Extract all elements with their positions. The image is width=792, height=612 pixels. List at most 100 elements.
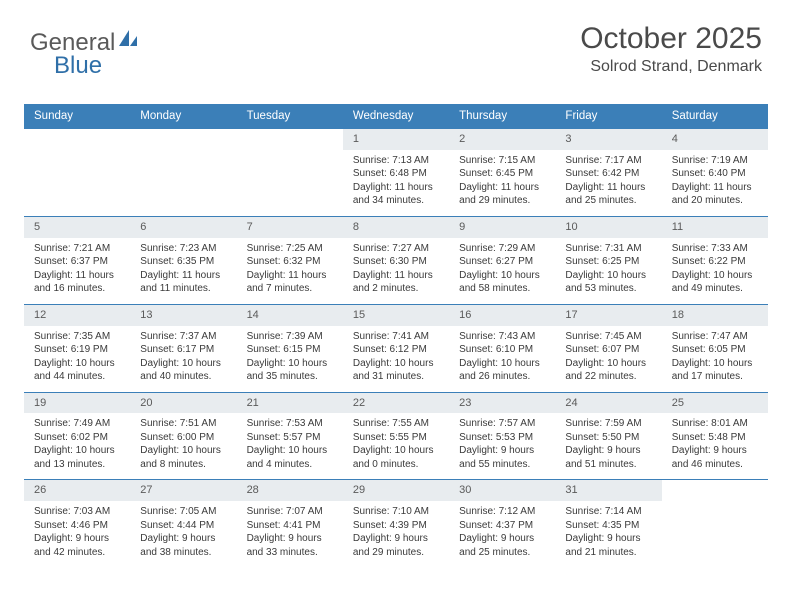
day-body: Sunrise: 7:15 AMSunset: 6:45 PMDaylight:… (449, 150, 555, 216)
sunset-line: Sunset: 4:37 PM (459, 519, 545, 533)
daylight-line-1: Daylight: 10 hours (672, 357, 758, 371)
daylight-line-2: and 2 minutes. (353, 282, 439, 296)
day-body: Sunrise: 7:59 AMSunset: 5:50 PMDaylight:… (555, 413, 661, 479)
daylight-line-1: Daylight: 9 hours (565, 444, 651, 458)
sunrise-line: Sunrise: 7:10 AM (353, 505, 439, 519)
daylight-line-1: Daylight: 11 hours (565, 181, 651, 195)
sunrise-line: Sunrise: 7:07 AM (247, 505, 333, 519)
daylight-line-2: and 34 minutes. (353, 194, 439, 208)
daylight-line-2: and 0 minutes. (353, 458, 439, 472)
sunrise-line: Sunrise: 7:23 AM (140, 242, 226, 256)
day-body (237, 150, 343, 200)
sunrise-line: Sunrise: 7:39 AM (247, 330, 333, 344)
daylight-line-2: and 49 minutes. (672, 282, 758, 296)
day-header-cell: Saturday (662, 104, 768, 128)
sunset-line: Sunset: 5:50 PM (565, 431, 651, 445)
day-number: 15 (343, 304, 449, 326)
sunrise-line: Sunrise: 7:29 AM (459, 242, 545, 256)
daylight-line-2: and 33 minutes. (247, 546, 333, 560)
daylight-line-1: Daylight: 10 hours (140, 357, 226, 371)
daylight-line-2: and 44 minutes. (34, 370, 120, 384)
daylight-line-2: and 40 minutes. (140, 370, 226, 384)
sunset-line: Sunset: 6:45 PM (459, 167, 545, 181)
day-number: 2 (449, 128, 555, 150)
day-cell: 18Sunrise: 7:47 AMSunset: 6:05 PMDayligh… (662, 304, 768, 392)
day-number (130, 128, 236, 150)
day-cell: 6Sunrise: 7:23 AMSunset: 6:35 PMDaylight… (130, 216, 236, 304)
day-body: Sunrise: 7:49 AMSunset: 6:02 PMDaylight:… (24, 413, 130, 479)
empty-cell (130, 128, 236, 216)
day-number (237, 128, 343, 150)
day-body: Sunrise: 7:55 AMSunset: 5:55 PMDaylight:… (343, 413, 449, 479)
sunrise-line: Sunrise: 7:13 AM (353, 154, 439, 168)
day-body: Sunrise: 7:35 AMSunset: 6:19 PMDaylight:… (24, 326, 130, 392)
day-body: Sunrise: 7:10 AMSunset: 4:39 PMDaylight:… (343, 501, 449, 567)
daylight-line-1: Daylight: 9 hours (34, 532, 120, 546)
sunset-line: Sunset: 6:35 PM (140, 255, 226, 269)
daylight-line-2: and 4 minutes. (247, 458, 333, 472)
day-number: 19 (24, 392, 130, 414)
daylight-line-2: and 58 minutes. (459, 282, 545, 296)
sunrise-line: Sunrise: 7:53 AM (247, 417, 333, 431)
day-body: Sunrise: 7:45 AMSunset: 6:07 PMDaylight:… (555, 326, 661, 392)
day-body: Sunrise: 7:39 AMSunset: 6:15 PMDaylight:… (237, 326, 343, 392)
sunset-line: Sunset: 6:48 PM (353, 167, 439, 181)
day-number: 25 (662, 392, 768, 414)
day-body (130, 150, 236, 200)
sunrise-line: Sunrise: 7:51 AM (140, 417, 226, 431)
daylight-line-1: Daylight: 10 hours (34, 444, 120, 458)
daylight-line-1: Daylight: 11 hours (459, 181, 545, 195)
daylight-line-2: and 35 minutes. (247, 370, 333, 384)
week-row: 5Sunrise: 7:21 AMSunset: 6:37 PMDaylight… (24, 216, 768, 304)
daylight-line-1: Daylight: 10 hours (353, 444, 439, 458)
daylight-line-1: Daylight: 9 hours (459, 532, 545, 546)
sunrise-line: Sunrise: 7:37 AM (140, 330, 226, 344)
sunrise-line: Sunrise: 7:31 AM (565, 242, 651, 256)
daylight-line-2: and 29 minutes. (459, 194, 545, 208)
day-body: Sunrise: 7:51 AMSunset: 6:00 PMDaylight:… (130, 413, 236, 479)
daylight-line-2: and 13 minutes. (34, 458, 120, 472)
sunset-line: Sunset: 4:41 PM (247, 519, 333, 533)
day-body: Sunrise: 7:27 AMSunset: 6:30 PMDaylight:… (343, 238, 449, 304)
daylight-line-2: and 46 minutes. (672, 458, 758, 472)
day-body: Sunrise: 7:43 AMSunset: 6:10 PMDaylight:… (449, 326, 555, 392)
day-cell: 21Sunrise: 7:53 AMSunset: 5:57 PMDayligh… (237, 392, 343, 480)
day-cell: 11Sunrise: 7:33 AMSunset: 6:22 PMDayligh… (662, 216, 768, 304)
day-number (662, 479, 768, 501)
day-cell: 4Sunrise: 7:19 AMSunset: 6:40 PMDaylight… (662, 128, 768, 216)
sunrise-line: Sunrise: 7:05 AM (140, 505, 226, 519)
daylight-line-2: and 25 minutes. (459, 546, 545, 560)
day-body: Sunrise: 7:07 AMSunset: 4:41 PMDaylight:… (237, 501, 343, 567)
daylight-line-1: Daylight: 11 hours (353, 269, 439, 283)
sunrise-line: Sunrise: 8:01 AM (672, 417, 758, 431)
sunset-line: Sunset: 5:57 PM (247, 431, 333, 445)
day-header-cell: Sunday (24, 104, 130, 128)
sunrise-line: Sunrise: 7:55 AM (353, 417, 439, 431)
day-header-cell: Tuesday (237, 104, 343, 128)
daylight-line-1: Daylight: 10 hours (247, 444, 333, 458)
sunset-line: Sunset: 6:42 PM (565, 167, 651, 181)
daylight-line-1: Daylight: 10 hours (247, 357, 333, 371)
day-number: 11 (662, 216, 768, 238)
daylight-line-2: and 55 minutes. (459, 458, 545, 472)
day-cell: 27Sunrise: 7:05 AMSunset: 4:44 PMDayligh… (130, 479, 236, 567)
day-cell: 30Sunrise: 7:12 AMSunset: 4:37 PMDayligh… (449, 479, 555, 567)
sunrise-line: Sunrise: 7:47 AM (672, 330, 758, 344)
sunrise-line: Sunrise: 7:49 AM (34, 417, 120, 431)
week-row: 1Sunrise: 7:13 AMSunset: 6:48 PMDaylight… (24, 128, 768, 216)
day-body: Sunrise: 8:01 AMSunset: 5:48 PMDaylight:… (662, 413, 768, 479)
daylight-line-1: Daylight: 10 hours (459, 269, 545, 283)
sunset-line: Sunset: 6:25 PM (565, 255, 651, 269)
daylight-line-1: Daylight: 9 hours (672, 444, 758, 458)
day-number: 24 (555, 392, 661, 414)
day-body: Sunrise: 7:33 AMSunset: 6:22 PMDaylight:… (662, 238, 768, 304)
daylight-line-1: Daylight: 10 hours (565, 269, 651, 283)
day-cell: 1Sunrise: 7:13 AMSunset: 6:48 PMDaylight… (343, 128, 449, 216)
day-number (24, 128, 130, 150)
calendar: SundayMondayTuesdayWednesdayThursdayFrid… (24, 104, 768, 567)
day-number: 7 (237, 216, 343, 238)
sunset-line: Sunset: 6:30 PM (353, 255, 439, 269)
day-cell: 14Sunrise: 7:39 AMSunset: 6:15 PMDayligh… (237, 304, 343, 392)
sunrise-line: Sunrise: 7:19 AM (672, 154, 758, 168)
day-number: 27 (130, 479, 236, 501)
